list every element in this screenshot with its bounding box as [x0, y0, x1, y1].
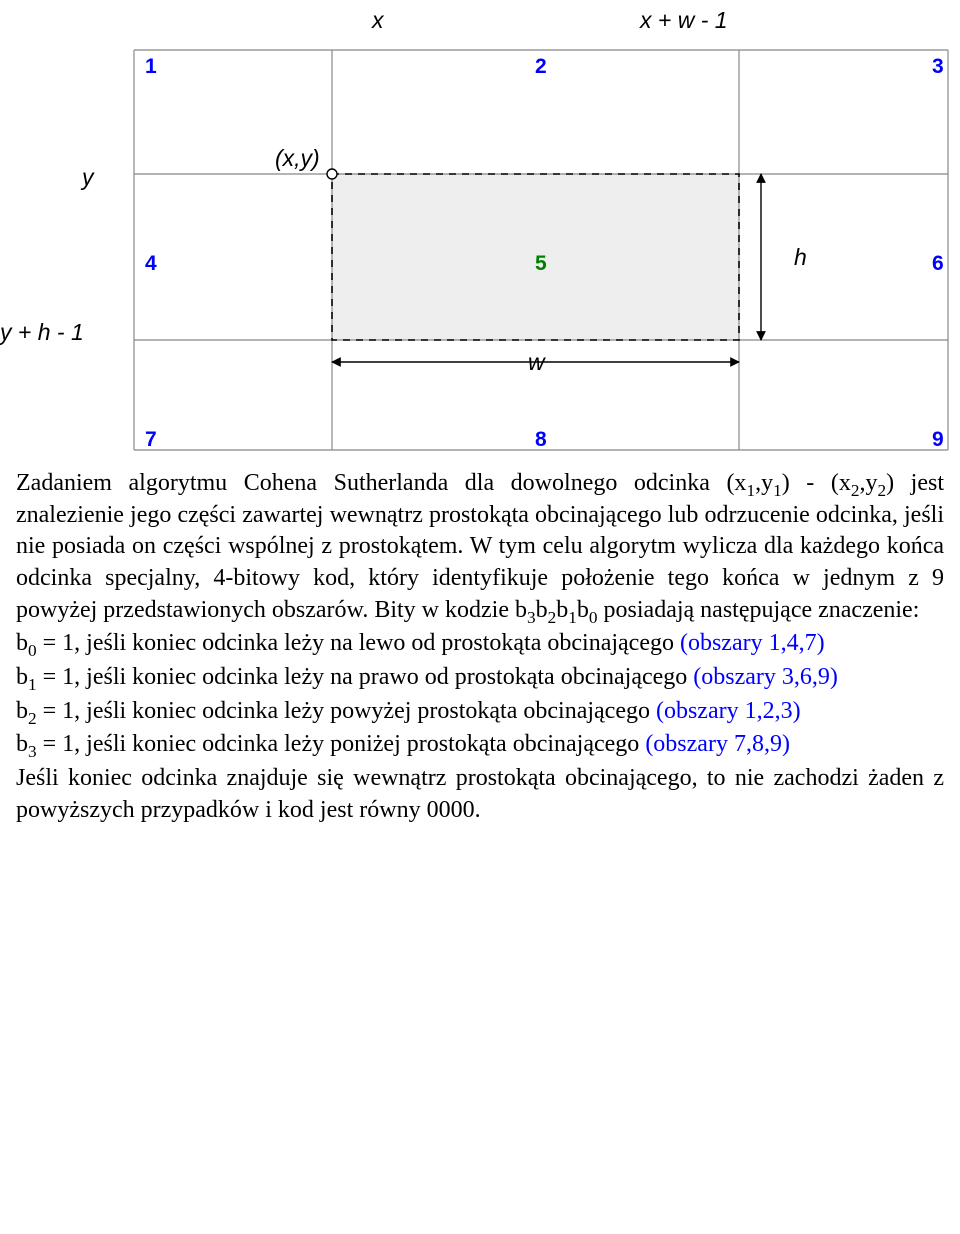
svg-text:2: 2: [535, 55, 547, 78]
svg-text:x: x: [371, 7, 385, 33]
clipping-region-diagram: 1 2 3 4 5 6 7 8 9 x x + w - 1 y y + h - 1 (x,y) w h: [0, 0, 960, 460]
svg-text:7: 7: [145, 428, 157, 451]
paragraph-2: Jeśli koniec odcinka znajduje się wewnąt…: [16, 763, 944, 826]
bit-b3-desc: b3 = 1, jeśli koniec odcinka leży poniże…: [16, 729, 944, 761]
svg-text:w: w: [528, 349, 546, 375]
svg-text:8: 8: [535, 428, 547, 451]
svg-text:4: 4: [145, 252, 157, 275]
svg-text:(x,y): (x,y): [275, 145, 320, 171]
svg-text:3: 3: [932, 55, 944, 78]
bit-b1-desc: b1 = 1, jeśli koniec odcinka leży na pra…: [16, 662, 944, 694]
svg-text:x + w - 1: x + w - 1: [639, 7, 728, 33]
bit-b0-desc: b0 = 1, jeśli koniec odcinka leży na lew…: [16, 628, 944, 660]
svg-text:h: h: [794, 244, 807, 270]
svg-text:5: 5: [535, 252, 547, 275]
svg-text:9: 9: [932, 428, 944, 451]
svg-text:1: 1: [145, 55, 157, 78]
svg-text:y + h - 1: y + h - 1: [0, 319, 84, 345]
paragraph-1: Zadaniem algorytmu Cohena Sutherlanda dl…: [16, 468, 944, 626]
algorithm-description: Zadaniem algorytmu Cohena Sutherlanda dl…: [0, 468, 960, 840]
svg-text:y: y: [80, 164, 95, 190]
svg-text:6: 6: [932, 252, 944, 275]
bit-b2-desc: b2 = 1, jeśli koniec odcinka leży powyże…: [16, 696, 944, 728]
